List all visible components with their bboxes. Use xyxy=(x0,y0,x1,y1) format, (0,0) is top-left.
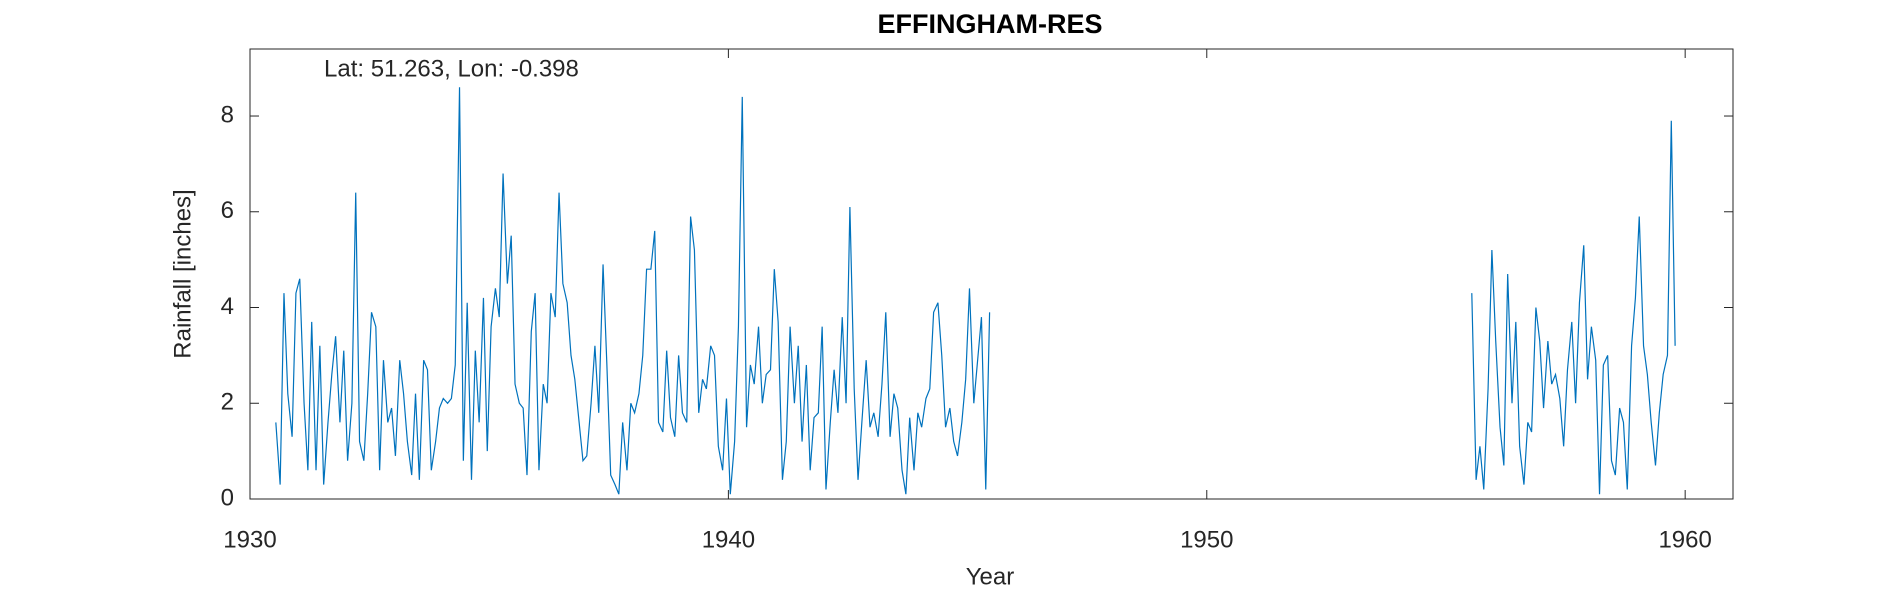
x-axis-label: Year xyxy=(966,563,1015,590)
y-tick-label: 4 xyxy=(221,293,234,320)
y-tick-label: 6 xyxy=(221,197,234,224)
x-tick-label: 1960 xyxy=(1658,526,1711,553)
plot-box xyxy=(249,48,1734,500)
x-tick-label: 1940 xyxy=(702,526,755,553)
chart-title: EFFINGHAM-RES xyxy=(878,9,1103,39)
y-tick-label: 2 xyxy=(221,389,234,416)
y-tick-label: 0 xyxy=(221,484,234,511)
x-tick-label: 1950 xyxy=(1180,526,1233,553)
y-axis-label: Rainfall [inches] xyxy=(169,189,196,358)
y-tick-label: 8 xyxy=(221,101,234,128)
x-tick-label: 1930 xyxy=(223,526,276,553)
data-line xyxy=(275,87,1676,495)
annotation: Lat: 51.263, Lon: -0.398 xyxy=(324,55,579,82)
